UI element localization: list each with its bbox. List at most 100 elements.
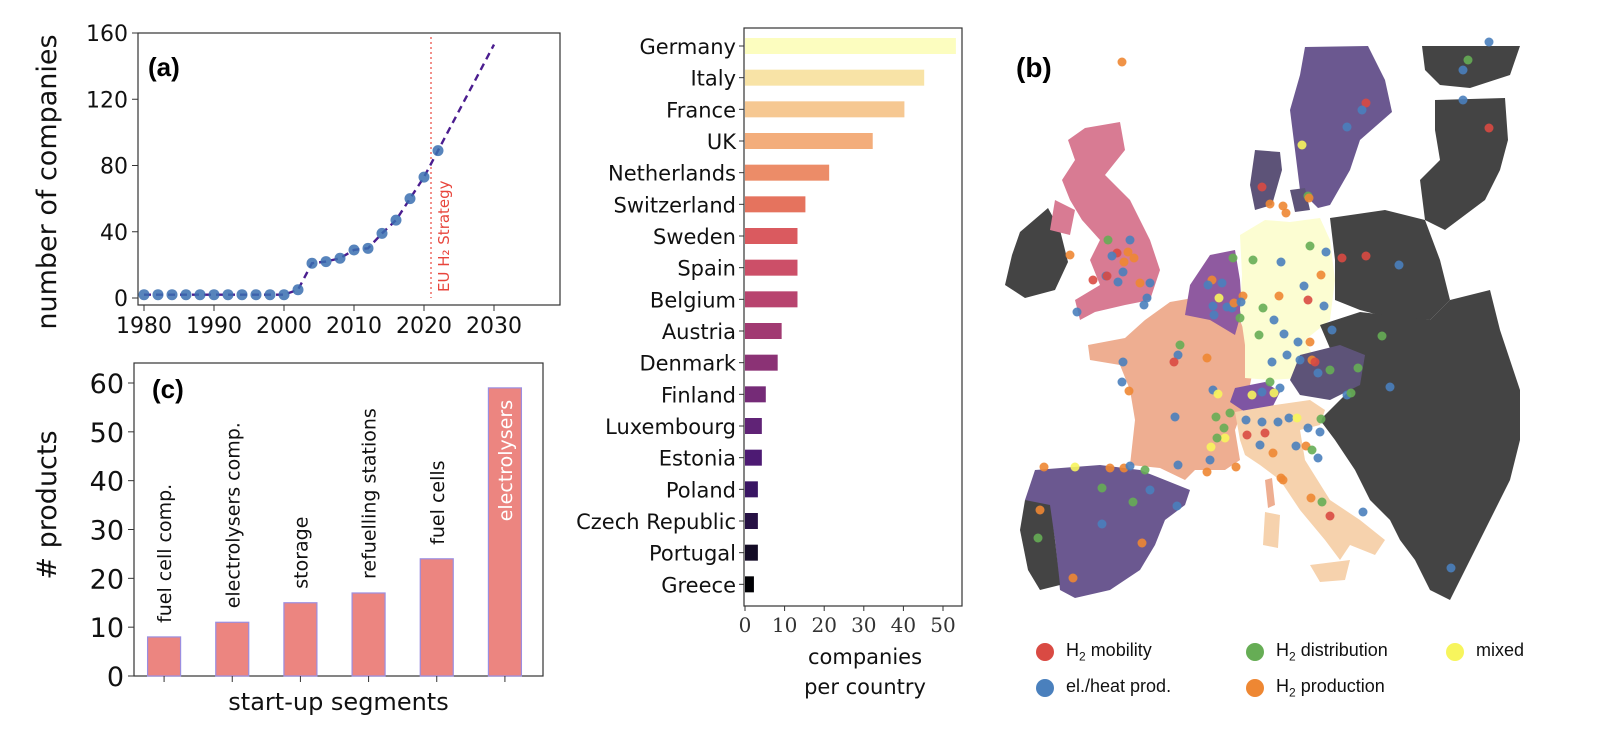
company-dot: [1202, 353, 1212, 363]
x-tick-label: 2020: [396, 314, 452, 339]
country-label: Estonia: [659, 447, 736, 471]
company-dot: [1217, 278, 1227, 288]
company-dot: [1172, 501, 1182, 511]
company-dot: [1307, 445, 1317, 455]
data-point: [194, 289, 206, 301]
legend-label-post: production: [1295, 676, 1385, 696]
company-dot: [1316, 270, 1326, 280]
legend-marker-icon: [1446, 642, 1464, 661]
bar-greece: [745, 576, 754, 593]
y-axis-label: # products: [32, 430, 63, 579]
data-point: [180, 289, 192, 301]
company-dot: [1205, 455, 1215, 465]
bar-spain: [745, 259, 798, 276]
y-tick-label: 120: [86, 88, 128, 113]
company-dot: [1102, 271, 1112, 281]
company-dot: [1484, 37, 1494, 47]
company-dot: [1458, 95, 1468, 105]
legend-marker-icon: [1036, 642, 1054, 661]
data-point: [376, 227, 388, 239]
data-point: [208, 289, 220, 301]
company-dot: [1484, 123, 1494, 133]
company-dot: [1325, 365, 1335, 375]
company-dot: [1254, 330, 1264, 340]
data-point: [138, 289, 150, 301]
y-tick-label: 160: [86, 22, 128, 47]
data-point: [278, 289, 290, 301]
company-dot: [1284, 413, 1294, 423]
data-point: [432, 145, 444, 157]
company-dot: [1316, 414, 1326, 424]
data-point: [236, 289, 248, 301]
company-dot: [1385, 382, 1395, 392]
country-label: Denmark: [639, 352, 736, 376]
company-dot: [1278, 201, 1288, 211]
company-dot: [1214, 293, 1224, 303]
legend-label: H2 mobility: [1066, 640, 1152, 664]
company-dot: [1124, 386, 1134, 396]
category-label: electrolysers: [495, 400, 517, 521]
company-dot: [1313, 453, 1323, 463]
legend-marker-icon: [1246, 678, 1264, 697]
company-dot: [1118, 357, 1128, 367]
bar-uk: [745, 133, 873, 149]
legend-label-post: mobility: [1085, 640, 1152, 660]
company-dot: [1310, 357, 1320, 367]
country-label: France: [666, 98, 736, 122]
y-tick-label: 30: [90, 516, 124, 547]
country-label: Spain: [677, 257, 736, 281]
bar-italy: [745, 69, 925, 86]
company-dot: [1297, 140, 1307, 150]
country-spain: [1025, 465, 1190, 598]
y-tick-label: 40: [100, 221, 128, 246]
company-dot: [1361, 251, 1371, 261]
bar-germany: [745, 38, 956, 54]
company-dot: [1220, 433, 1230, 443]
company-dot: [1105, 463, 1115, 473]
country-label: Portugal: [649, 542, 736, 566]
legend-label-sub: 2: [1289, 685, 1296, 700]
company-dot: [1097, 483, 1107, 493]
country-italy: [1235, 400, 1385, 582]
company-dot: [1327, 325, 1337, 335]
company-dot: [1247, 390, 1257, 400]
company-dot: [1072, 307, 1082, 317]
company-dot: [1117, 377, 1127, 387]
company-dot: [1299, 281, 1309, 291]
panel-label-b: (b): [1016, 52, 1052, 83]
company-dot: [1039, 462, 1049, 472]
company-dot: [1113, 277, 1123, 287]
data-point: [222, 289, 234, 301]
y-tick-label: 60: [90, 369, 124, 400]
company-dot: [1273, 417, 1283, 427]
company-dot: [1291, 441, 1301, 451]
legend-item: H2 mobility: [1036, 640, 1152, 664]
legend-label-pre: H: [1066, 640, 1079, 660]
x-tick-label: 10: [772, 613, 797, 637]
company-dot: [1257, 182, 1267, 192]
company-dot: [1265, 377, 1275, 387]
company-dot: [1231, 462, 1241, 472]
bar-electrolysers-comp-: [215, 621, 250, 677]
bar-czech-republic: [745, 513, 758, 529]
company-dot: [1274, 291, 1284, 301]
company-dot: [1325, 511, 1335, 521]
company-dot: [1337, 253, 1347, 263]
bar-finland: [745, 386, 766, 403]
company-dot: [1088, 275, 1098, 285]
category-label: fuel cell comp.: [154, 484, 176, 623]
panel-label-a: (a): [148, 52, 180, 82]
legend-label: el./heat prod.: [1066, 676, 1171, 700]
company-dot: [1346, 388, 1356, 398]
x-tick-label: 2010: [326, 314, 382, 339]
y-tick-label: 0: [114, 287, 128, 312]
company-dot: [1209, 310, 1219, 320]
data-point: [264, 289, 276, 301]
y-tick-label: 0: [107, 662, 124, 693]
legend-item: mixed: [1446, 640, 1524, 664]
y-tick-label: 40: [90, 467, 124, 498]
bar-electrolysers: [487, 387, 523, 677]
data-point: [306, 257, 318, 269]
company-dot: [1140, 465, 1150, 475]
